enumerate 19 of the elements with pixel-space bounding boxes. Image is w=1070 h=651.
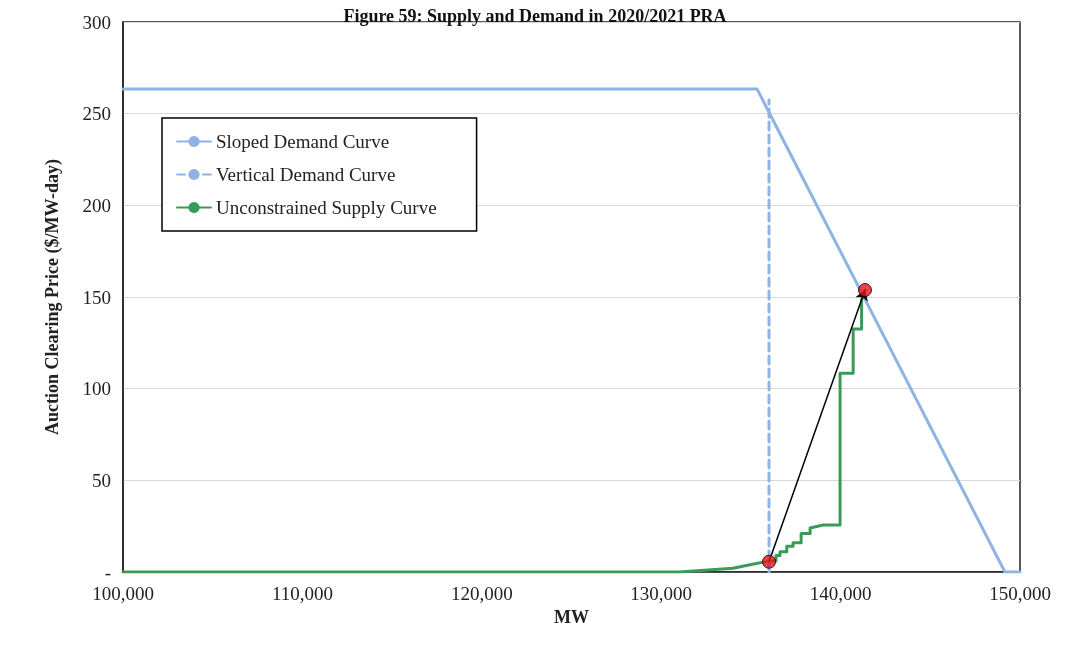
y-tick-label: 200 xyxy=(82,194,111,216)
x-tick-label: 120,000 xyxy=(450,583,513,604)
y-tick-label: 300 xyxy=(82,11,111,33)
x-tick-label: 130,000 xyxy=(630,583,693,604)
y-tick-label: 100 xyxy=(82,378,111,400)
y-axis-title: Auction Clearing Price ($/MW-day) xyxy=(42,159,63,435)
y-tick-label: 50 xyxy=(92,469,111,491)
y-tick-label: - xyxy=(104,561,111,583)
x-tick-label: 140,000 xyxy=(809,583,872,604)
legend-label: Sloped Demand Curve xyxy=(216,131,390,152)
x-tick-label: 110,000 xyxy=(271,583,333,604)
y-tick-label: 150 xyxy=(82,286,111,308)
y-tick-label: 250 xyxy=(82,103,111,125)
chart-title: Figure 59: Supply and Demand in 2020/2021 PRA xyxy=(343,6,727,26)
x-tick-label: 150,000 xyxy=(989,583,1051,604)
x-axis-title: MW xyxy=(554,606,589,627)
x-tick-label: 100,000 xyxy=(92,583,154,604)
legend-label: Vertical Demand Curve xyxy=(216,164,396,185)
legend-label: Unconstrained Supply Curve xyxy=(216,197,437,218)
